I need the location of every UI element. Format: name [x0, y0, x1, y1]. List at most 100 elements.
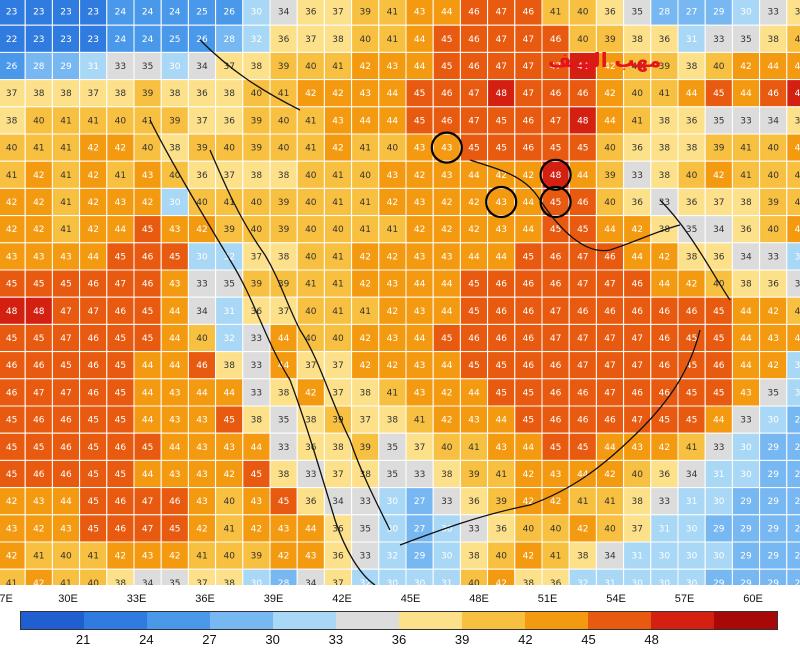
grid-cell: 33	[242, 323, 271, 353]
colorbar-label: 21	[75, 632, 91, 647]
grid-cell: 47	[487, 0, 516, 26]
grid-cell-fill	[650, 133, 679, 162]
grid-cell-fill	[786, 405, 800, 434]
grid-cell: 35	[759, 378, 788, 407]
grid-cell-fill	[650, 269, 679, 298]
grid-cell: 41	[51, 568, 81, 585]
grid-cell: 42	[0, 187, 26, 217]
grid-cell-fill	[106, 242, 135, 271]
grid-cell-value: 42	[523, 497, 534, 507]
grid-cell-value: 48	[495, 89, 507, 99]
grid-cell: 37	[704, 187, 733, 217]
grid-cell-fill	[704, 79, 733, 108]
grid-cell-fill	[215, 24, 244, 53]
grid-cell: 42	[595, 79, 625, 108]
grid-cell-fill	[133, 405, 162, 434]
grid-cell: 46	[541, 242, 570, 271]
grid-cell: 33	[650, 487, 679, 516]
grid-cell: 42	[160, 541, 189, 570]
coastline	[149, 39, 731, 585]
grid-cell-value: 44	[495, 416, 507, 426]
grid-cell-value: 36	[332, 552, 344, 562]
grid-cell: 46	[514, 269, 543, 298]
grid-cell-fill	[514, 215, 543, 244]
grid-cell-fill	[160, 242, 189, 271]
grid-cell: 42	[79, 160, 108, 189]
grid-cell: 46	[623, 269, 652, 298]
grid-cell-value: 22	[6, 35, 17, 45]
grid-cell-value: 43	[33, 497, 44, 507]
grid-cell: 37	[296, 351, 325, 380]
grid-cell: 38	[242, 160, 271, 189]
grid-cell: 39	[595, 160, 625, 189]
grid-cell: 40	[24, 106, 53, 135]
grid-cell-value: 47	[550, 62, 561, 72]
grid-cell-value: 41	[468, 443, 479, 453]
grid-cell-fill	[323, 323, 353, 353]
grid-cell-value: 37	[196, 116, 207, 126]
grid-cell-fill	[215, 0, 244, 26]
grid-cell-fill	[323, 51, 353, 81]
grid-cell-value: 45	[60, 280, 71, 290]
grid-cell: 45	[0, 459, 26, 489]
grid-cell-fill	[378, 541, 407, 570]
grid-cell: 38	[269, 160, 298, 189]
grid-cell-fill	[160, 432, 189, 461]
grid-cell-value: 43	[142, 552, 153, 562]
grid-cell: 33	[242, 378, 271, 407]
grid-cell-fill	[106, 514, 135, 543]
grid-cell-value: 46	[550, 388, 562, 398]
grid-cell: 44	[269, 323, 298, 353]
grid-cell-fill	[677, 133, 706, 162]
colorbar-label: 48	[644, 632, 659, 647]
grid-cell: 44	[459, 378, 489, 407]
grid-cell-value: 31	[795, 388, 800, 398]
grid-cell-fill	[432, 296, 461, 325]
grid-cell: 37	[323, 568, 353, 585]
grid-cell: 41	[51, 187, 81, 217]
grid-cell: 38	[269, 242, 298, 271]
grid-cell: 40	[242, 187, 271, 217]
grid-cell-value: 45	[468, 361, 479, 371]
grid-cell-fill	[677, 269, 706, 298]
grid-cell: 47	[568, 351, 597, 380]
grid-cell-fill	[160, 487, 189, 516]
grid-cell-value: 43	[196, 416, 207, 426]
grid-cell-value: 40	[767, 144, 779, 154]
grid-cell: 45	[106, 459, 135, 489]
grid-cell-value: 47	[523, 89, 534, 99]
grid-cell-value: 29	[795, 470, 800, 480]
grid-cell: 44	[759, 51, 788, 81]
grid-cell: 42	[0, 487, 26, 516]
grid-cell-value: 40	[795, 307, 800, 317]
grid-cell: 48	[24, 296, 53, 325]
grid-cell-value: 41	[60, 171, 71, 181]
grid-cell-value: 30	[686, 552, 698, 562]
grid-cell-fill	[541, 514, 570, 543]
grid-cell: 35	[731, 24, 761, 53]
grid-cell: 45	[24, 269, 53, 298]
grid-cell-value: 30	[251, 8, 263, 18]
grid-cell-value: 45	[550, 443, 561, 453]
grid-cell: 44	[160, 323, 189, 353]
grid-cell-value: 38	[33, 89, 45, 99]
grid-cell: 46	[79, 378, 108, 407]
grid-cell-value: 41	[387, 35, 398, 45]
grid-cell-fill	[432, 0, 461, 26]
colorbar-segment	[399, 612, 462, 629]
grid-cell: 35	[215, 269, 244, 298]
grid-cell: 36	[623, 187, 652, 217]
grid-cell-fill	[106, 323, 135, 353]
grid-cell-value: 42	[631, 225, 642, 235]
grid-cell: 45	[24, 432, 53, 461]
grid-cell-value: 45	[550, 144, 561, 154]
grid-cell: 33	[704, 432, 733, 461]
grid-cell-value: 30	[767, 416, 779, 426]
grid-cell: 40	[296, 215, 325, 244]
grid-cell-value: 38	[359, 388, 371, 398]
grid-cell: 23	[79, 24, 108, 53]
grid-cell: 46	[79, 323, 108, 353]
grid-cell-value: 27	[414, 524, 425, 534]
grid-cell-value: 43	[33, 252, 44, 262]
grid-cell-value: 45	[713, 307, 724, 317]
